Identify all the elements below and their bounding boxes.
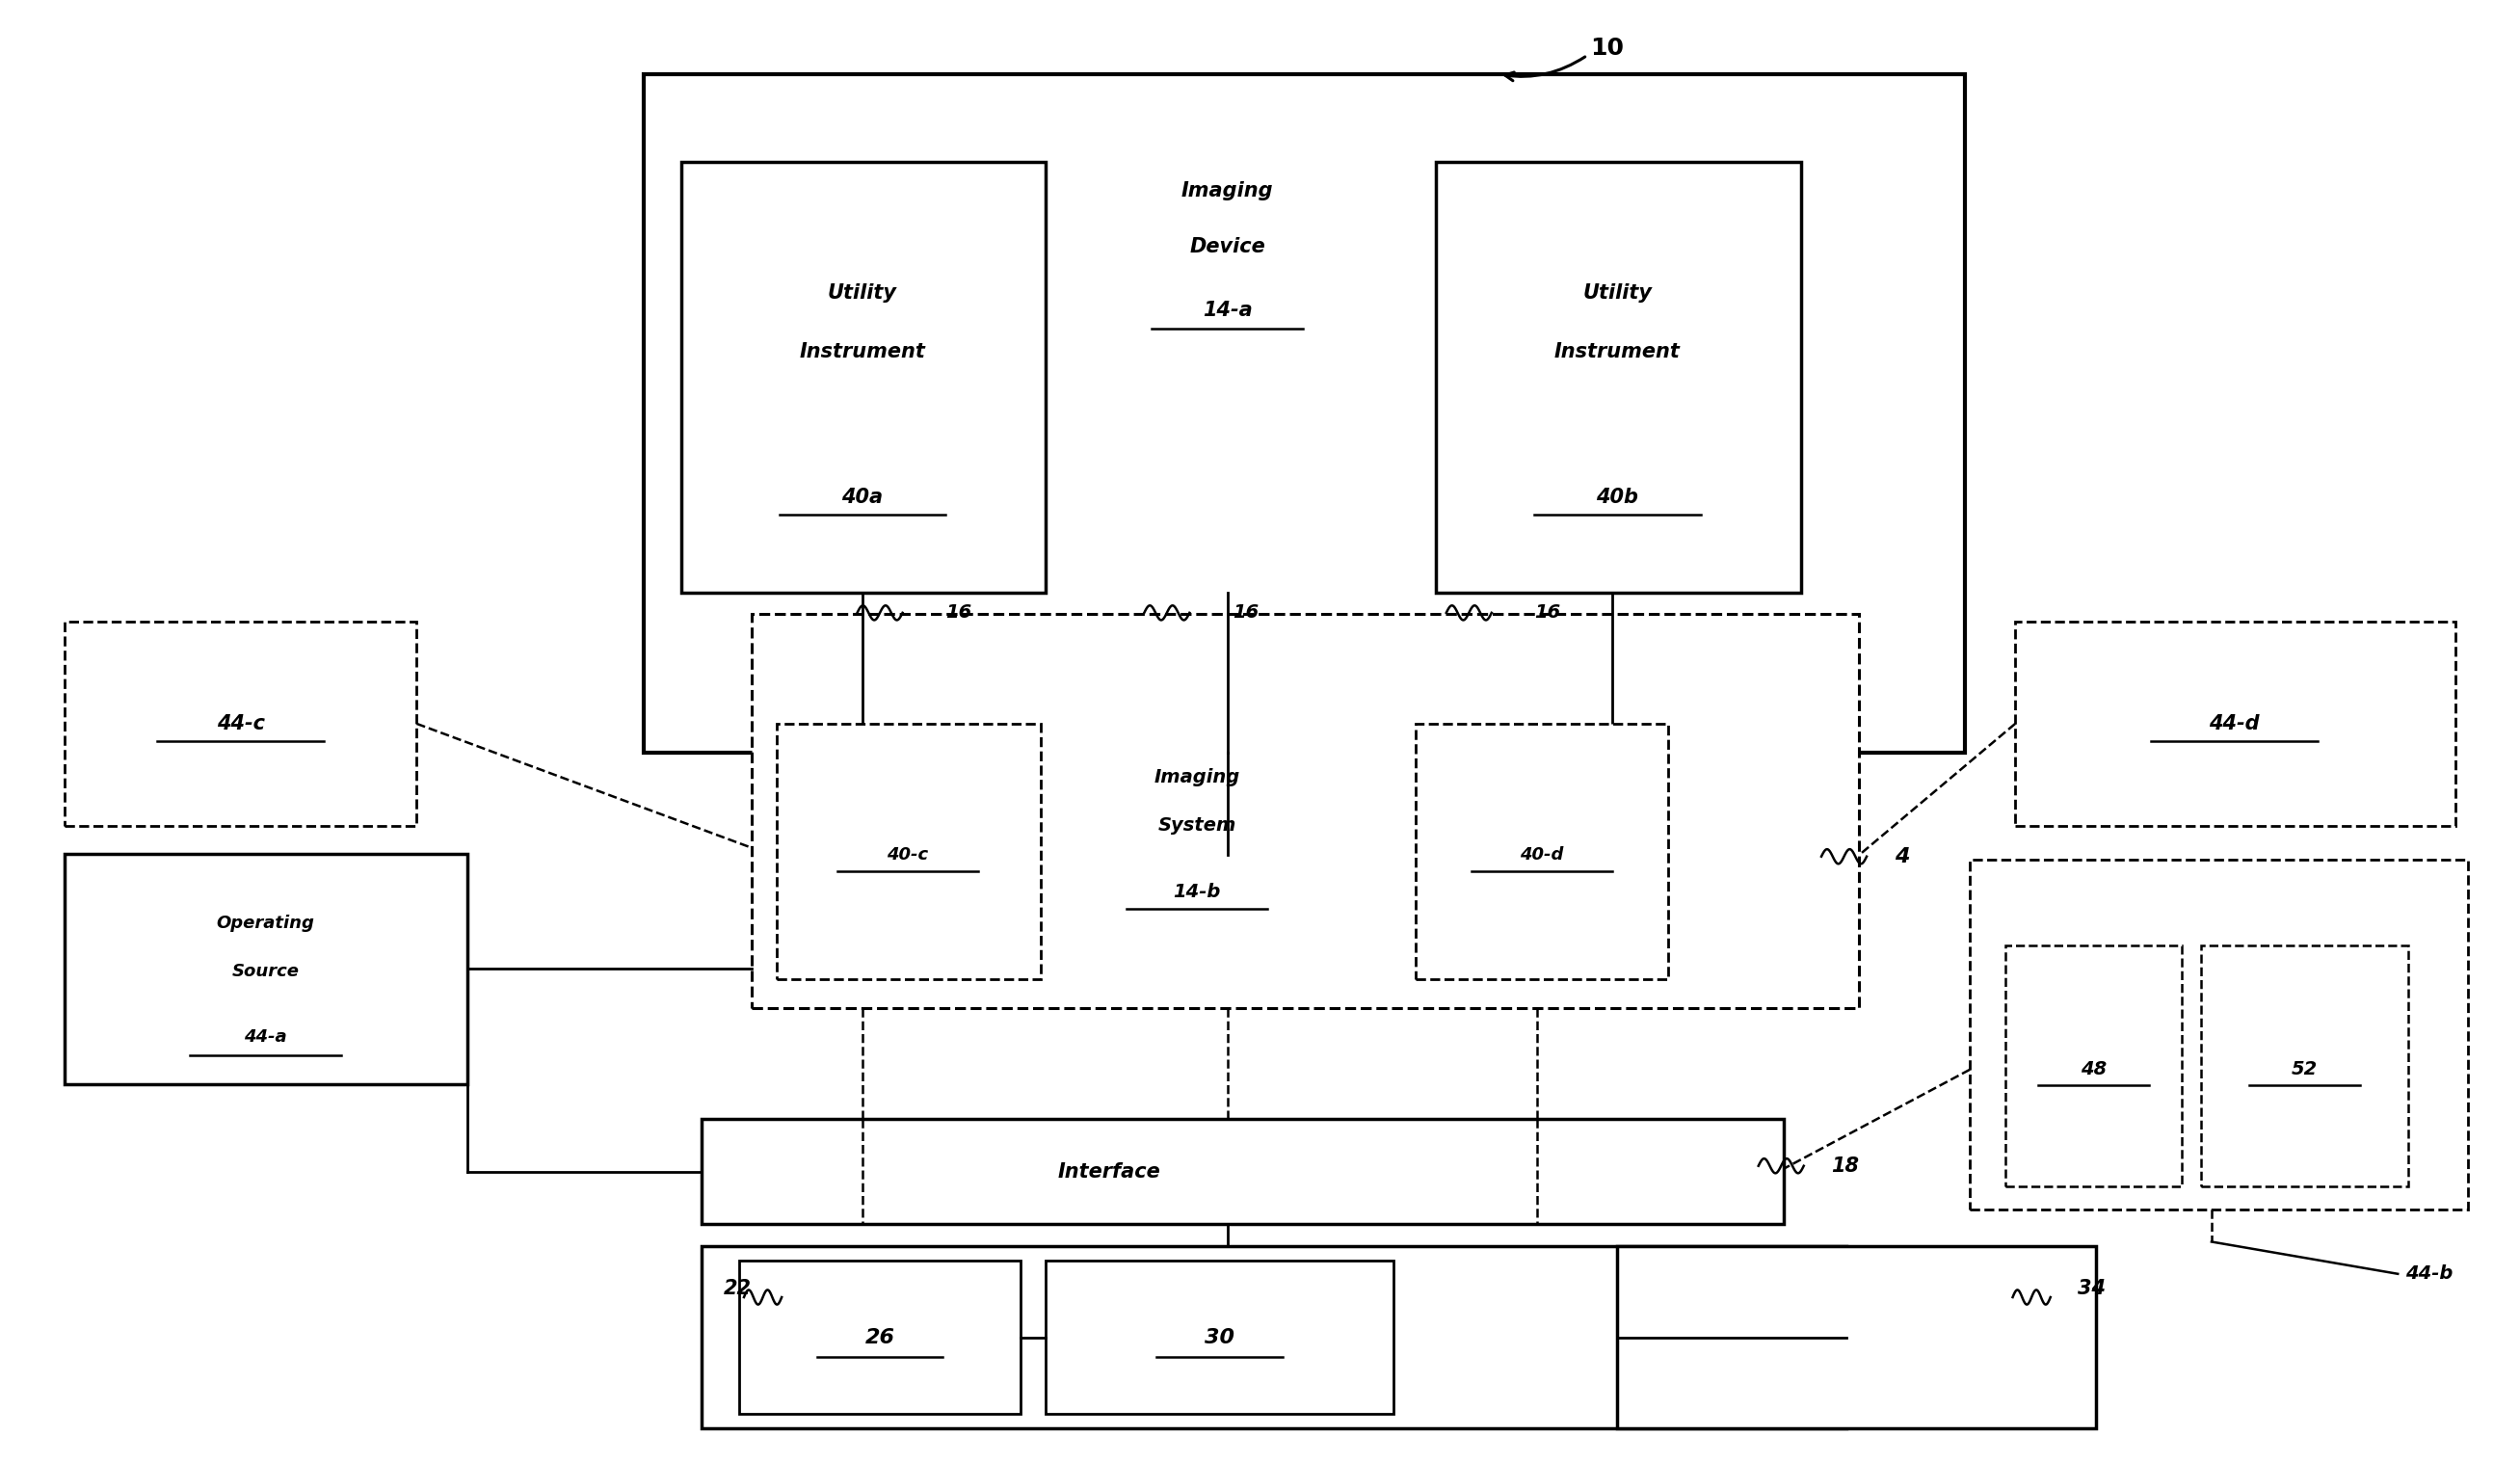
Text: Operating: Operating xyxy=(217,915,315,933)
Text: 30: 30 xyxy=(1205,1329,1235,1348)
Text: 16: 16 xyxy=(945,604,973,621)
Text: 22: 22 xyxy=(723,1279,751,1298)
Bar xyxy=(1046,1260,1394,1414)
Text: 14-b: 14-b xyxy=(1174,883,1220,901)
Bar xyxy=(1618,1246,2097,1428)
Bar xyxy=(701,1246,1847,1428)
Text: 10: 10 xyxy=(1590,37,1625,60)
Bar xyxy=(66,854,466,1085)
Bar xyxy=(1416,724,1668,980)
Text: Imaging: Imaging xyxy=(1182,181,1273,200)
Text: 34: 34 xyxy=(2079,1279,2107,1298)
Text: System: System xyxy=(1157,817,1237,835)
Text: 52: 52 xyxy=(2291,1060,2318,1079)
Bar xyxy=(2016,621,2454,826)
Bar xyxy=(2202,946,2409,1186)
Bar xyxy=(776,724,1041,980)
Text: 44-a: 44-a xyxy=(244,1029,287,1047)
Bar xyxy=(680,162,1046,592)
Bar xyxy=(2006,946,2182,1186)
Text: Source: Source xyxy=(232,963,300,981)
Text: 44-c: 44-c xyxy=(217,713,265,734)
Text: 16: 16 xyxy=(1232,604,1257,621)
Text: Utility: Utility xyxy=(1583,284,1653,303)
Text: Imaging: Imaging xyxy=(1154,769,1240,787)
Text: 14-a: 14-a xyxy=(1202,301,1252,320)
Bar xyxy=(643,75,1966,753)
Text: 44-b: 44-b xyxy=(2407,1265,2452,1284)
Text: Interface: Interface xyxy=(1058,1162,1159,1181)
Text: Device: Device xyxy=(1189,237,1265,256)
Text: 26: 26 xyxy=(864,1329,895,1348)
Text: 48: 48 xyxy=(2079,1060,2107,1079)
Bar xyxy=(1436,162,1802,592)
Bar xyxy=(751,614,1860,1009)
Text: 40-c: 40-c xyxy=(887,846,927,864)
Text: Instrument: Instrument xyxy=(799,342,925,361)
Text: 18: 18 xyxy=(1832,1156,1860,1175)
Text: 40a: 40a xyxy=(842,488,882,507)
Bar xyxy=(1971,860,2467,1209)
Bar xyxy=(738,1260,1021,1414)
Text: 44-d: 44-d xyxy=(2210,713,2260,734)
Text: Instrument: Instrument xyxy=(1555,342,1681,361)
Text: 40b: 40b xyxy=(1595,488,1638,507)
Bar xyxy=(66,621,416,826)
Text: Utility: Utility xyxy=(827,284,897,303)
Bar xyxy=(701,1120,1784,1224)
Text: 4: 4 xyxy=(1895,846,1910,866)
Text: 40-d: 40-d xyxy=(1520,846,1565,864)
Text: 16: 16 xyxy=(1535,604,1560,621)
